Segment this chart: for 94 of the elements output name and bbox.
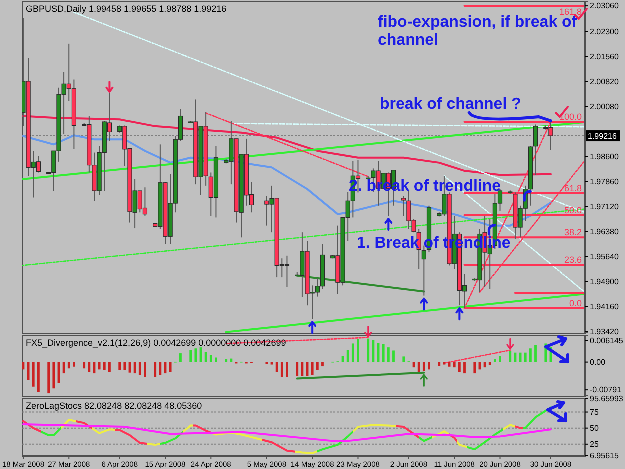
- y-tick-label: 1.97120: [590, 202, 620, 212]
- bar: [509, 351, 512, 362]
- y-tick-label: 25: [590, 440, 600, 449]
- y-tick-label: 2.00080: [590, 102, 620, 112]
- bar: [138, 362, 142, 376]
- bar: [88, 362, 91, 372]
- bar: [108, 362, 111, 372]
- y-tick-label: 75: [590, 408, 600, 417]
- y-tick-label: 1.95640: [590, 252, 620, 262]
- bar: [48, 362, 50, 394]
- y-tick-label: 1.97860: [590, 177, 620, 186]
- bar: [73, 362, 76, 367]
- bar: [296, 362, 299, 376]
- bar: [103, 362, 106, 370]
- y-tick-label: 2.03060: [590, 2, 620, 11]
- bar: [210, 355, 212, 362]
- bar: [225, 360, 228, 362]
- bar: [52, 362, 56, 389]
- bar: [316, 362, 319, 370]
- bar: [180, 354, 182, 362]
- annotation: 61.8: [564, 183, 582, 194]
- y-tick-label: -0.00791: [590, 386, 622, 395]
- bar: [124, 362, 126, 370]
- bar: [134, 362, 136, 374]
- bar: [458, 362, 461, 372]
- y-tick-label: 2.02300: [590, 27, 620, 36]
- bar: [83, 362, 86, 369]
- bar: [194, 348, 198, 362]
- bar: [382, 344, 385, 362]
- bar: [418, 362, 420, 372]
- bar: [438, 362, 441, 366]
- ref-line-label: 1.99216: [588, 132, 618, 142]
- chart-title: ZeroLagStocs 82.08248 82.08248 48.05360: [26, 401, 202, 411]
- bar: [154, 362, 157, 378]
- bar: [98, 362, 101, 370]
- y-tick-label: 1.94900: [590, 278, 620, 287]
- y-tick-label: 95.65993: [590, 394, 624, 404]
- bar: [524, 352, 527, 362]
- bar: [453, 362, 456, 368]
- y-tick-label: 1.98600: [590, 152, 620, 162]
- chart-title: GBPUSD,Daily 1.99458 1.99655 1.98788 1.99216: [26, 4, 227, 14]
- annotation: 23.6: [564, 255, 582, 266]
- line-series: [22, 115, 552, 176]
- y-tick-label: 6.95615: [590, 452, 620, 461]
- bar: [464, 362, 466, 374]
- bar: [367, 338, 370, 362]
- y-tick-label: 0.006145: [590, 336, 624, 346]
- y-tick-label: 2.00820: [590, 77, 620, 86]
- bar: [68, 362, 70, 369]
- bar: [402, 356, 406, 362]
- bar: [230, 358, 233, 362]
- bar: [428, 362, 430, 370]
- bar: [311, 362, 314, 376]
- bar: [169, 362, 172, 372]
- bar: [204, 352, 208, 362]
- bar: [286, 362, 288, 378]
- y-tick-label: 1.94160: [590, 302, 620, 312]
- bar: [159, 362, 162, 376]
- bar: [27, 362, 30, 380]
- annotation: 0.0: [569, 298, 582, 308]
- annotation: 38.2: [564, 228, 582, 238]
- y-tick-label: 0.00: [590, 358, 606, 367]
- bar: [357, 340, 360, 362]
- bar: [215, 358, 218, 362]
- bar: [474, 362, 476, 374]
- bar: [534, 345, 537, 362]
- bar: [32, 362, 35, 387]
- annotation: fibo-expansion, if break of channel: [378, 14, 578, 49]
- bar: [190, 350, 192, 362]
- line-series: [22, 423, 552, 442]
- bar: [387, 348, 390, 362]
- bar: [118, 362, 122, 370]
- bar: [322, 362, 324, 367]
- bar: [352, 344, 354, 362]
- candlestick: [533, 124, 538, 176]
- bar: [276, 362, 278, 372]
- bar: [144, 362, 146, 378]
- bar: [62, 362, 66, 374]
- bar: [488, 362, 492, 366]
- y-tick-label: 2.01560: [590, 52, 620, 62]
- bar: [422, 362, 426, 372]
- bar: [37, 362, 40, 392]
- bar: [280, 362, 284, 378]
- bar: [494, 360, 496, 362]
- y-tick-label: 50: [590, 424, 600, 433]
- bar: [499, 356, 502, 362]
- bar: [529, 348, 532, 362]
- bar: [301, 362, 304, 376]
- candlestick: [402, 196, 406, 217]
- y-tick-label: 1.96380: [590, 227, 620, 236]
- annotation: break of channel ?: [380, 96, 522, 113]
- bar: [346, 350, 350, 362]
- y-tick-label: 1.93420: [590, 328, 620, 337]
- bar: [392, 350, 395, 362]
